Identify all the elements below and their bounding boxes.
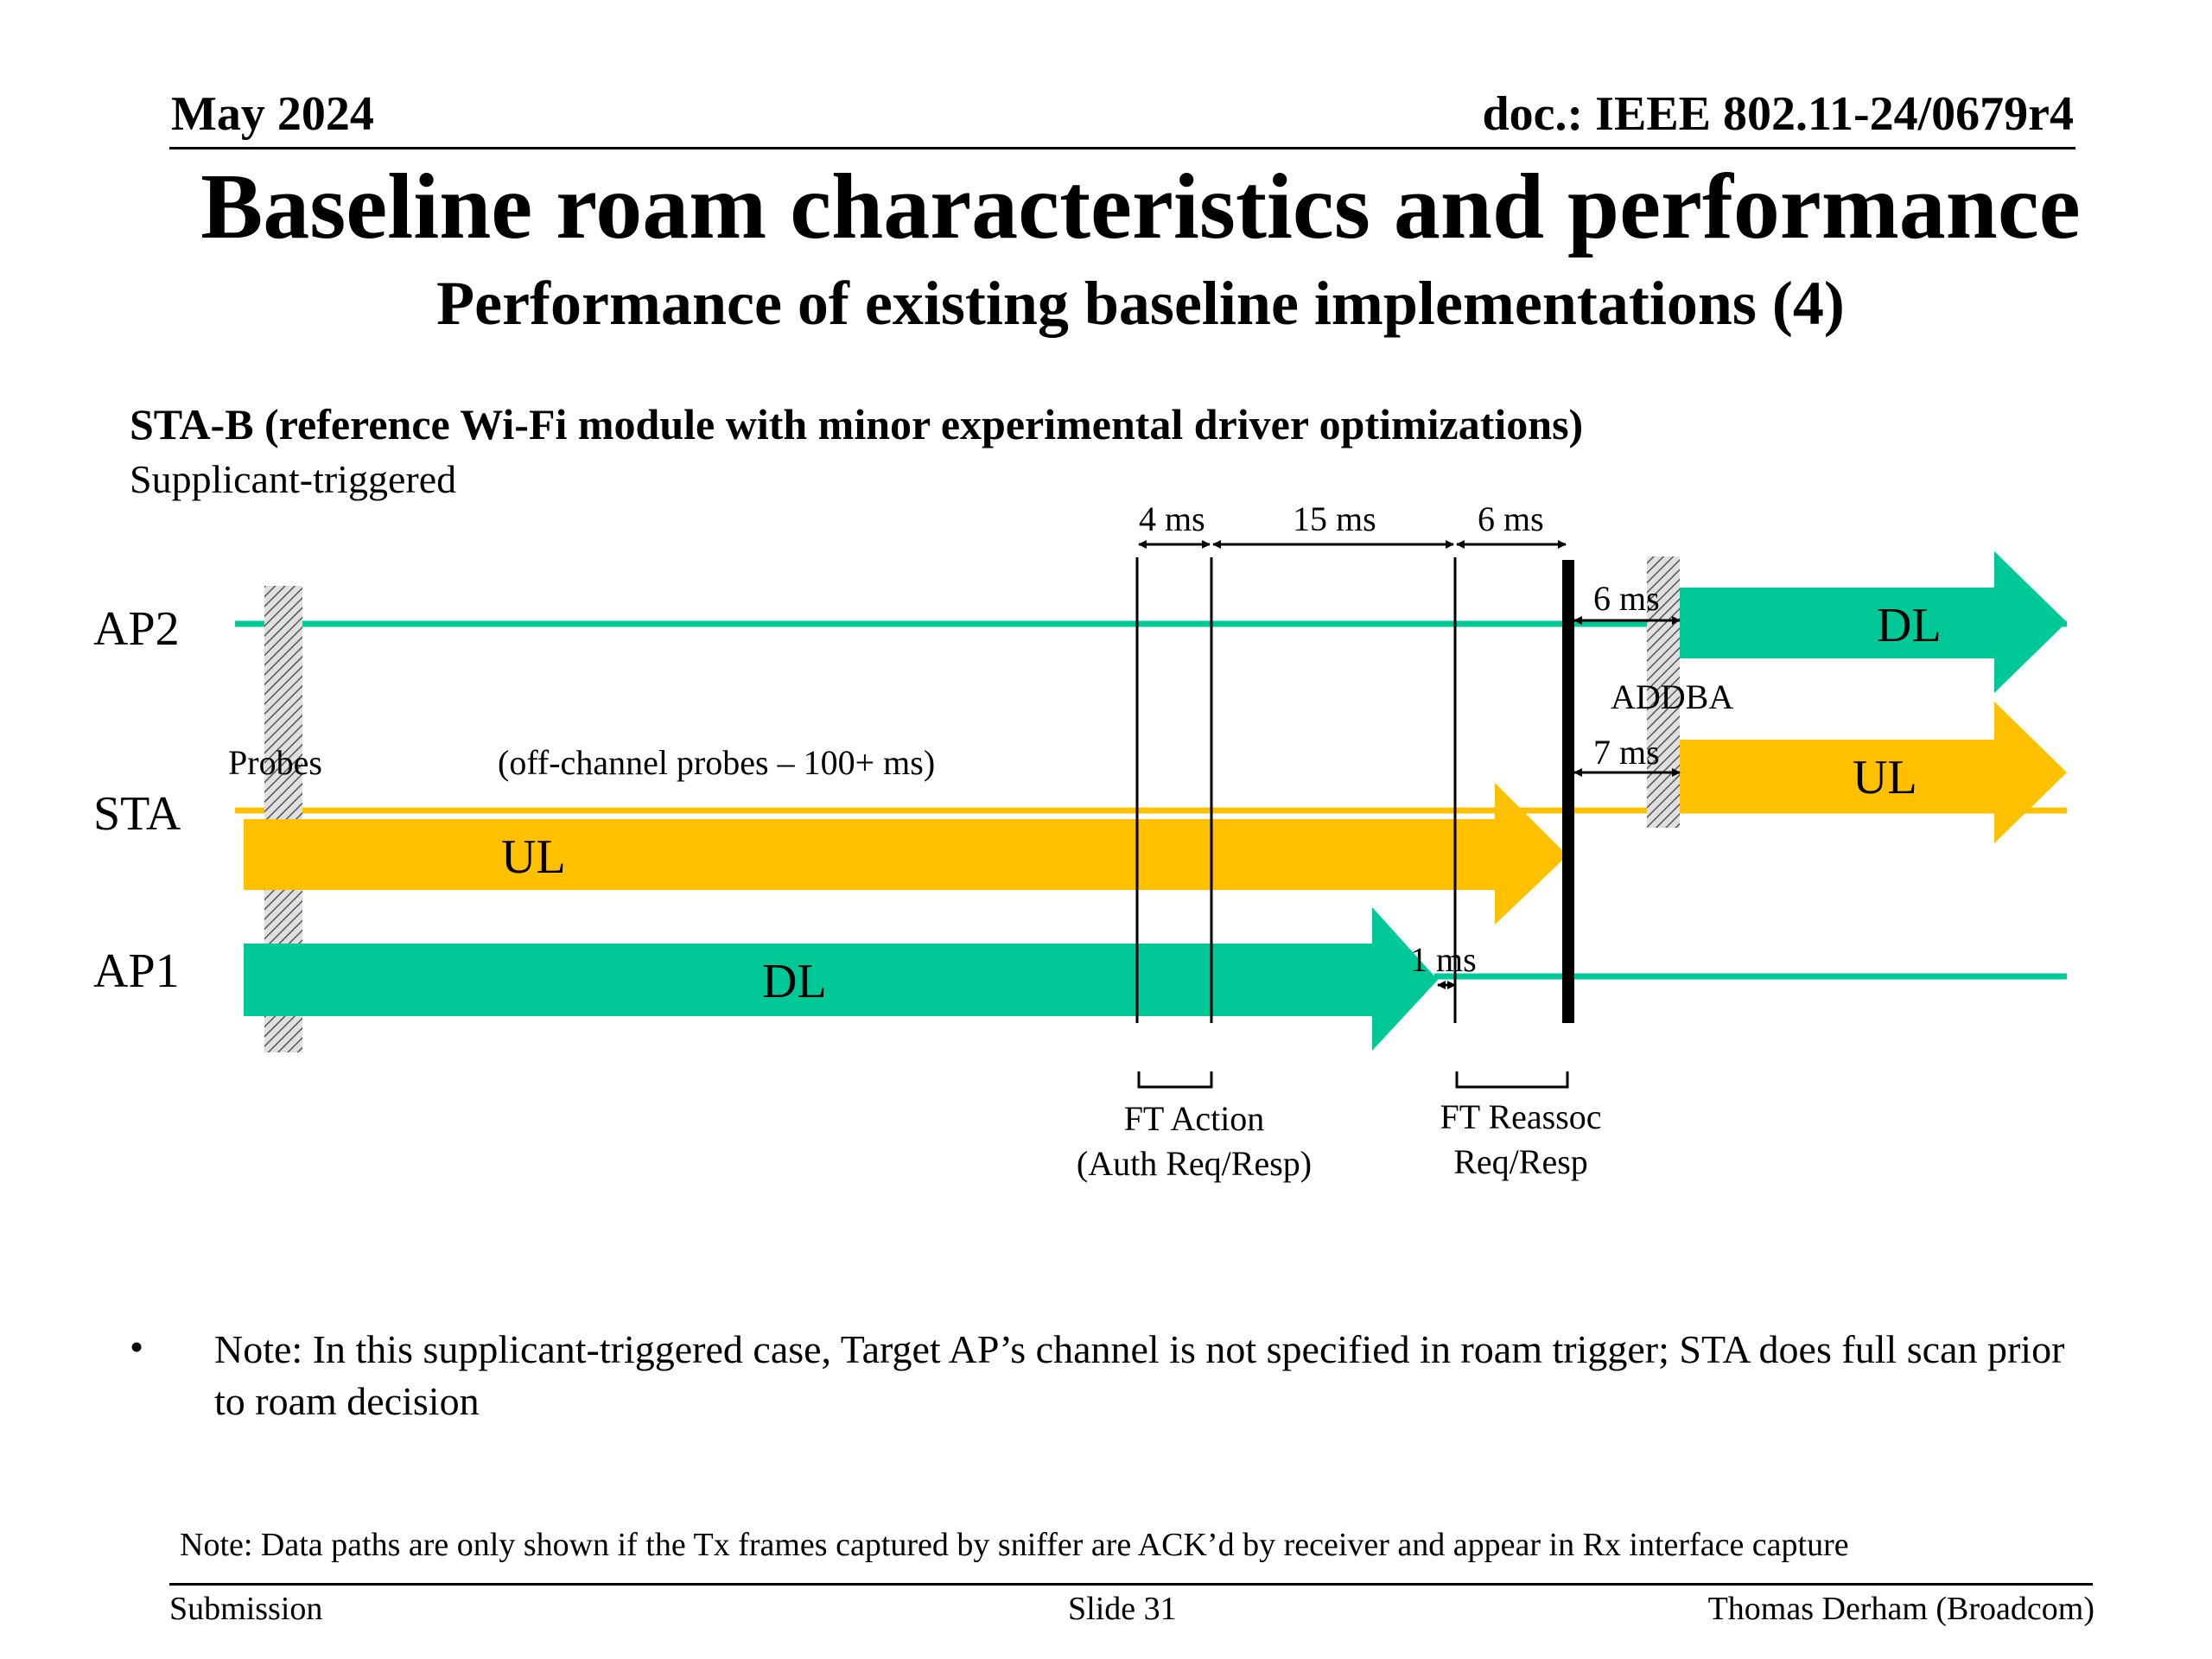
page-title: Baseline roam characteristics and perfor… — [200, 156, 2081, 258]
footer-rule — [169, 1583, 2093, 1586]
dl-main-arrow — [244, 907, 1438, 1051]
section-subheading: Supplicant-triggered — [130, 457, 457, 501]
t6-ap2-label: 6 ms — [1593, 579, 1660, 618]
row-label-sta: STA — [93, 787, 181, 841]
roam-switch-bar — [1562, 560, 1574, 1023]
footer-author: Thomas Derham (Broadcom) — [1707, 1591, 2094, 1627]
t6-top-label: 6 ms — [1478, 499, 1544, 538]
t4-label: 4 ms — [1139, 499, 1205, 538]
data-path-note: Note: Data paths are only shown if the T… — [180, 1527, 1849, 1563]
header-date: May 2024 — [171, 87, 374, 141]
row-label-ap1: AP1 — [93, 944, 180, 998]
bullet-marker: • — [130, 1325, 144, 1369]
header-rule — [169, 147, 2075, 149]
section-heading: STA-B (reference Wi-Fi module with minor… — [130, 400, 1584, 448]
dl-ap2-label: DL — [1877, 599, 1942, 652]
ft-action-bracket — [1137, 1071, 1213, 1089]
ft-action-label-1: FT Action — [1124, 1099, 1265, 1138]
dl-ap2-arrow — [1680, 551, 2067, 693]
ul-ap2-arrow — [1680, 702, 2067, 843]
footer-slide-number: Slide 31 — [1068, 1591, 1177, 1627]
page-subtitle: Performance of existing baseline impleme… — [436, 269, 1845, 338]
header-doc-number: doc.: IEEE 802.11-24/0679r4 — [1482, 87, 2074, 141]
ft-reassoc-bracket — [1455, 1071, 1569, 1089]
t15-label: 15 ms — [1293, 499, 1376, 538]
t1-label: 1 ms — [1410, 940, 1477, 979]
ft-action-label-2: (Auth Req/Resp) — [1077, 1144, 1312, 1183]
ul-main-arrow — [244, 783, 1567, 925]
ft-reassoc-label-2: Req/Resp — [1453, 1142, 1588, 1181]
footer-submission: Submission — [169, 1591, 323, 1627]
ft-reassoc-label-1: FT Reassoc — [1440, 1097, 1601, 1136]
dl-main-label: DL — [762, 955, 827, 1008]
addba-label: ADDBA — [1611, 677, 1733, 716]
bullet-note: Note: In this supplicant-triggered case,… — [214, 1327, 2065, 1423]
t7-label: 7 ms — [1593, 733, 1660, 772]
offchannel-label: (off-channel probes – 100+ ms) — [498, 743, 935, 782]
row-label-ap2: AP2 — [93, 602, 180, 656]
probes-label: Probes — [228, 743, 322, 782]
addba-hatch-column — [1647, 556, 1680, 828]
ul-ap2-label: UL — [1853, 751, 1917, 804]
ul-main-label: UL — [501, 830, 566, 884]
